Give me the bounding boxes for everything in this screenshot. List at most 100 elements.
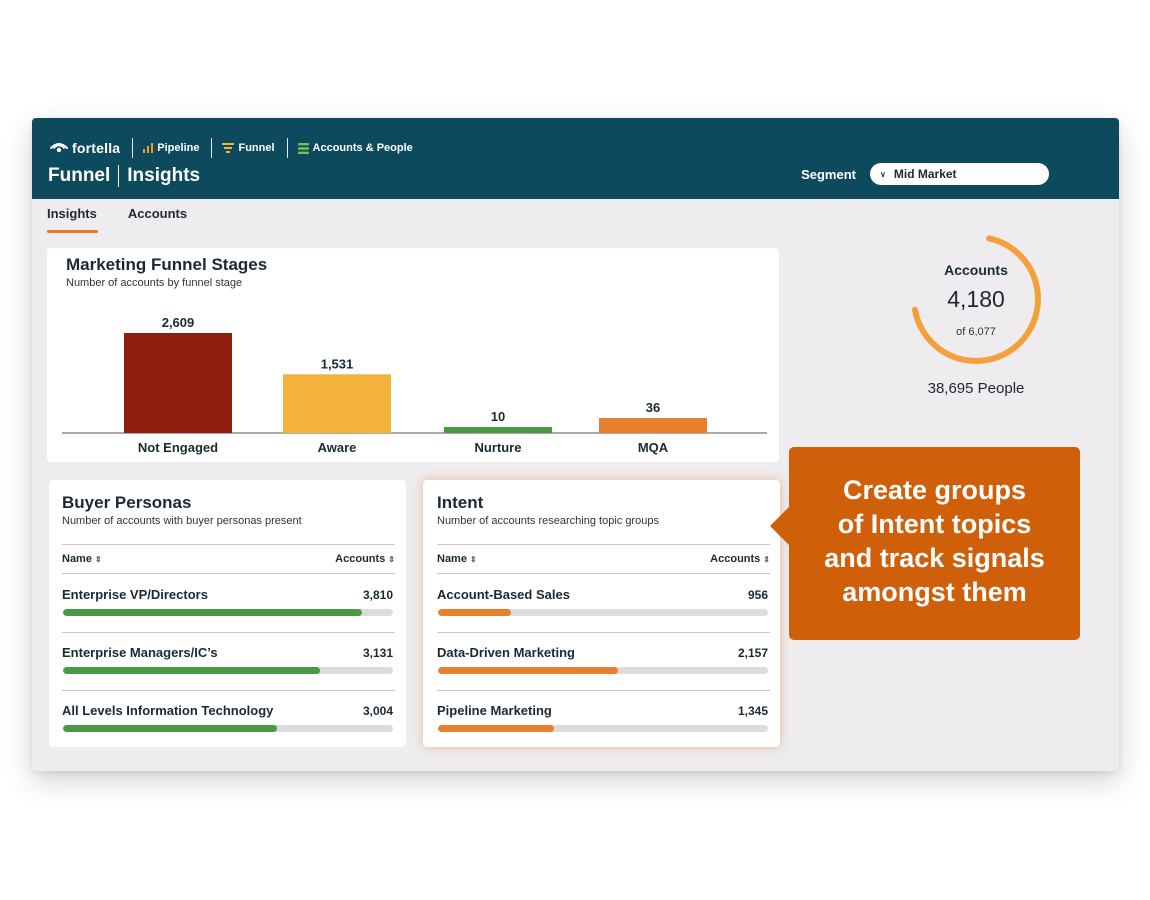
personas-title: Buyer Personas [62,493,192,512]
table-row[interactable]: Enterprise Managers/IC’s 3,131 [62,633,395,691]
row-name: Data-Driven Marketing [437,645,575,660]
row-bar-fill [438,667,618,674]
row-value: 956 [747,588,768,602]
personas-header: Buyer Personas Number of accounts with b… [62,493,302,527]
page-title: Funnel Insights [48,165,200,187]
nav-divider [286,138,288,158]
row-name: All Levels Information Technology [62,703,274,718]
callout-line: and track signals [824,543,1045,573]
row-bar-fill [438,725,554,732]
segment-value: Mid Market [893,167,957,181]
bar-not-engaged[interactable] [124,333,232,433]
bar-data-label: 10 [491,409,505,424]
segment-dropdown[interactable]: ∨ Mid Market [870,163,1049,185]
sort-by-name[interactable]: Name ⇕ [437,553,477,565]
sort-icon: ⇕ [388,555,395,564]
bar-aware[interactable] [283,374,391,433]
segment-label: Segment [801,166,856,182]
row-bar-track [63,725,393,732]
intent-card: Intent Number of accounts researching to… [423,480,780,747]
row-name: Account-Based Sales [437,587,570,602]
row-value: 3,131 [362,646,393,660]
kpi-value: 4,180 [947,286,1005,312]
table-row[interactable]: Enterprise VP/Directors 3,810 [62,575,395,633]
funnel-card-title: Marketing Funnel Stages [66,255,268,274]
row-bar-fill [438,609,511,616]
row-name: Enterprise VP/Directors [62,587,208,602]
table-row[interactable]: Account-Based Sales 956 [437,575,770,633]
row-bar-fill [63,725,277,732]
kpi-people-count: 38,695 People [927,380,1025,397]
nav-pipeline-label: Pipeline [157,142,200,154]
nav-pipeline[interactable]: Pipeline [143,142,199,154]
top-bar: fortella Pipeline Funnel [32,118,1119,199]
accounts-kpi: Accounts 4,180 of 6,077 [911,234,1041,384]
chevron-down-icon: ∨ [880,169,886,179]
intent-callout: Create groups of Intent topics and track… [789,447,1080,640]
brand-nav-row: fortella Pipeline Funnel [50,138,413,158]
personas-subtitle: Number of accounts with buyer personas p… [62,515,302,527]
nav-divider [211,138,213,158]
bar-data-label: 36 [646,400,660,415]
table-row[interactable]: All Levels Information Technology 3,004 [62,691,395,749]
sort-icon: ⇕ [763,555,770,564]
row-bar-track [438,667,768,674]
category-label: MQA [638,440,669,455]
stack-icon [297,142,309,154]
accounts-progress-arc [911,234,1041,364]
column-name-label: Name [62,553,92,565]
kpi-total: of 6,077 [956,326,996,338]
tab-insights[interactable]: Insights [47,206,98,233]
nav-accounts-people[interactable]: Accounts & People [297,142,413,154]
nav-funnel[interactable]: Funnel [222,142,275,154]
eye-logo-icon [50,143,68,153]
nav-funnel-label: Funnel [238,142,275,154]
callout-line: Create groups [842,475,1027,505]
row-bar-track [438,609,768,616]
callout-line: amongst them [842,577,1027,607]
table-row[interactable]: Pipeline Marketing 1,345 [437,691,770,749]
brand-logo[interactable]: fortella [50,140,120,156]
callout-line: of Intent topics [837,509,1032,539]
bar-data-label: 2,609 [162,315,195,330]
column-accounts-label: Accounts [335,553,386,565]
row-bar-fill [63,667,321,674]
accounts-progress-ring [911,234,1041,364]
app-window: fortella Pipeline Funnel [32,118,1119,771]
category-label: Nurture [475,440,522,455]
kpi-label: Accounts [944,262,1008,278]
intent-header: Intent Number of accounts researching to… [437,493,659,527]
sort-by-accounts[interactable]: Accounts ⇕ [335,553,395,565]
brand-name: fortella [72,140,121,156]
column-name-label: Name [437,553,467,565]
bar-chart-icon [143,143,154,153]
funnel-bar-chart: 2,609 Not Engaged 1,531 Aware 10 Nurture 36 MQA [62,315,767,455]
funnel-card-header: Marketing Funnel Stages Number of accoun… [66,255,267,289]
intent-subtitle: Number of accounts researching topic gro… [437,515,659,527]
tab-bar: Insights Accounts [47,206,188,233]
sort-by-accounts[interactable]: Accounts ⇕ [710,553,770,565]
row-bar-track [438,725,768,732]
intent-table-header: Name ⇕ Accounts ⇕ [437,544,770,574]
personas-table-header: Name ⇕ Accounts ⇕ [62,544,395,574]
intent-title: Intent [437,493,484,512]
nav-divider [132,138,134,158]
page-title-section: Funnel [48,165,111,186]
bar-mqa[interactable] [599,418,707,433]
sort-icon: ⇕ [94,555,102,564]
bar-data-label: 1,531 [321,356,354,371]
row-value: 3,810 [362,588,393,602]
column-accounts-label: Accounts [710,553,761,565]
row-bar-fill [63,609,362,616]
bar-nurture[interactable] [444,427,552,433]
page-title-view: Insights [127,165,201,186]
row-value: 1,345 [737,704,768,718]
category-label: Aware [318,440,357,455]
table-row[interactable]: Data-Driven Marketing 2,157 [437,633,770,691]
callout-pointer [770,506,790,546]
sort-icon: ⇕ [469,555,477,564]
sort-by-name[interactable]: Name ⇕ [62,553,102,565]
tab-accounts[interactable]: Accounts [127,206,188,221]
segment-filter: Segment ∨ Mid Market [801,163,1049,185]
funnel-icon [222,142,235,153]
